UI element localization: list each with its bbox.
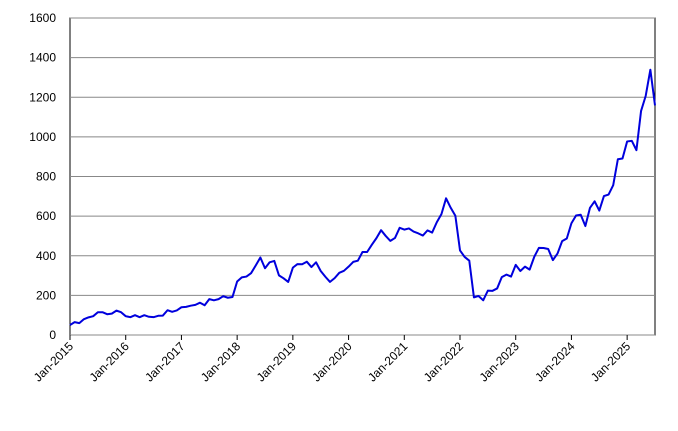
x-tick-label: Jan-2025 — [588, 339, 634, 385]
y-tick-label: 0 — [49, 328, 56, 342]
x-tick-label: Jan-2017 — [142, 339, 188, 385]
y-tick-label: 1600 — [29, 11, 56, 25]
x-tick-label: Jan-2015 — [31, 339, 77, 385]
y-tick-label: 1400 — [29, 51, 56, 65]
y-tick-label: 1200 — [29, 90, 56, 104]
x-tick-label: Jan-2023 — [477, 339, 523, 385]
y-tick-label: 400 — [36, 249, 56, 263]
x-tick-label: Jan-2021 — [365, 339, 411, 385]
x-tick-label: Jan-2022 — [421, 339, 467, 385]
x-tick-label: Jan-2016 — [87, 339, 133, 385]
y-tick-label: 200 — [36, 288, 56, 302]
x-tick-label: Jan-2018 — [198, 339, 244, 385]
data-line — [69, 68, 656, 326]
y-tick-label: 1000 — [29, 130, 56, 144]
y-tick-label: 800 — [36, 170, 56, 184]
y-tick-label: 600 — [36, 209, 56, 223]
x-tick-label: Jan-2020 — [309, 339, 355, 385]
x-tick-label: Jan-2024 — [532, 339, 578, 385]
x-tick-label: Jan-2019 — [254, 339, 300, 385]
